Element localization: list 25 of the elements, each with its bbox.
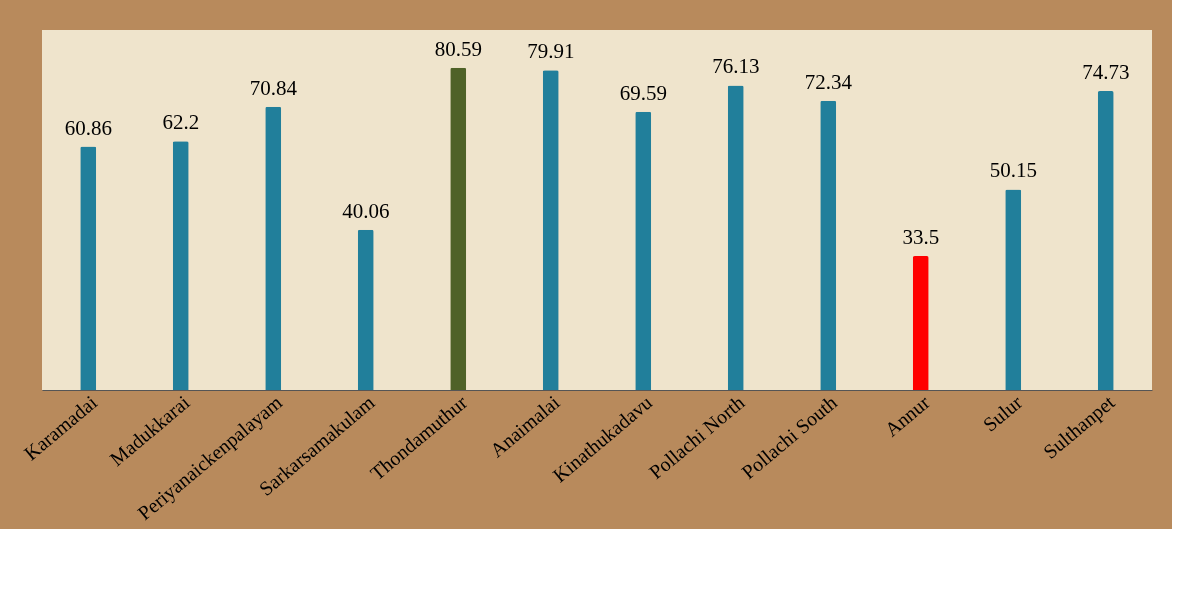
data-label: 80.59 (434, 36, 482, 61)
bar (635, 111, 652, 390)
bar (172, 141, 189, 390)
data-label: 72.34 (804, 69, 853, 94)
bar (542, 70, 559, 390)
bar (80, 146, 97, 390)
data-label: 40.06 (342, 198, 390, 223)
x-tick-label: Sulur (978, 390, 1027, 436)
data-label: 60.86 (64, 115, 112, 140)
bar (265, 106, 282, 390)
data-label: 70.84 (249, 75, 298, 100)
data-label: 33.5 (902, 225, 940, 249)
data-label: 50.15 (989, 158, 1037, 183)
bar (912, 256, 929, 390)
data-label: 74.73 (1082, 60, 1130, 85)
data-label: 62.2 (162, 110, 200, 135)
bar (450, 67, 467, 390)
bar (1005, 189, 1022, 390)
data-label: 79.91 (527, 39, 575, 64)
bar (727, 85, 744, 390)
bar (1097, 91, 1114, 390)
bar (820, 100, 837, 390)
data-label: 76.13 (712, 54, 760, 79)
bar (357, 229, 374, 390)
data-label: 69.59 (619, 80, 667, 105)
